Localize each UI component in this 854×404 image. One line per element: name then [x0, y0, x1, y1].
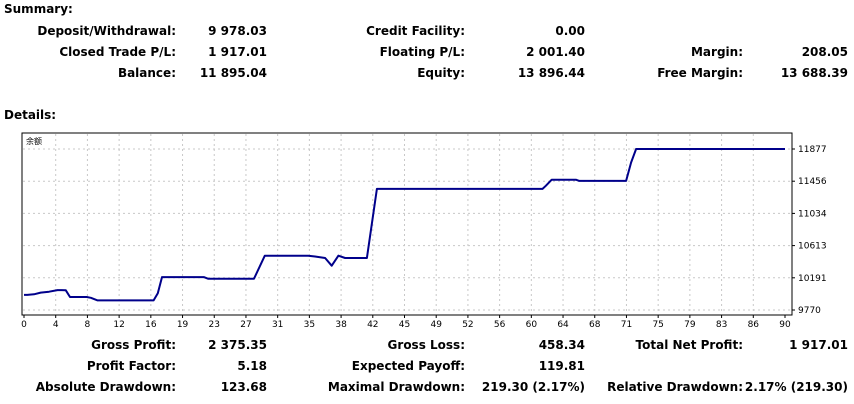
- margin-label: Margin:: [690, 45, 743, 59]
- y-tick-label: 10613: [798, 242, 827, 252]
- x-tick-label: 49: [430, 320, 442, 328]
- x-tick-label: 4: [53, 320, 59, 328]
- x-tick-label: 86: [748, 320, 760, 328]
- balance-series-line: [24, 148, 785, 302]
- x-tick-label: 19: [177, 320, 189, 328]
- x-tick-label: 79: [684, 320, 696, 328]
- x-tick-label: 83: [716, 320, 727, 328]
- profit-factor-value: 5.18: [237, 359, 267, 373]
- x-tick-label: 75: [652, 320, 663, 328]
- balance-chart-svg: 0 4 8 12 16 19 23 27 31 35 38 42 45 49 52 56 60 64 68 71 75 7…: [21, 132, 827, 328]
- x-tick-label: 68: [589, 320, 601, 328]
- x-tick-label: 45: [399, 320, 410, 328]
- x-tick-label: 8: [85, 320, 91, 328]
- x-tick-label: 23: [209, 320, 220, 328]
- x-tick-label: 56: [494, 320, 506, 328]
- details-title: Details:: [4, 108, 57, 122]
- x-tick-label: 60: [526, 320, 538, 328]
- gross-profit-value: 2 375.35: [208, 338, 267, 352]
- absolute-drawdown-label: Absolute Drawdown:: [35, 380, 176, 394]
- credit-facility-label: Credit Facility:: [366, 24, 465, 38]
- free-margin-label: Free Margin:: [657, 66, 743, 80]
- y-tick-label: 11877: [798, 145, 827, 155]
- x-tick-label: 0: [21, 320, 27, 328]
- balance-chart: 0 4 8 12 16 19 23 27 31 35 38 42 45 49 52 56 60 64 68 71 75 7…: [0, 128, 854, 328]
- plot-area: [21, 132, 793, 316]
- y-tick-label: 9770: [798, 306, 821, 316]
- gross-profit-label: Gross Profit:: [91, 338, 176, 352]
- x-tick-label: 16: [145, 320, 157, 328]
- x-tick-label: 35: [304, 320, 315, 328]
- gross-loss-label: Gross Loss:: [387, 338, 465, 352]
- equity-label: Equity:: [417, 66, 465, 80]
- floating-pl-value: 2 001.40: [526, 45, 585, 59]
- gross-loss-value: 458.34: [538, 338, 585, 352]
- floating-pl-label: Floating P/L:: [379, 45, 465, 59]
- expected-payoff-value: 119.81: [538, 359, 585, 373]
- free-margin-value: 13 688.39: [780, 66, 848, 80]
- x-tick-label: 90: [779, 320, 791, 328]
- closed-trade-pl-value: 1 917.01: [208, 45, 267, 59]
- x-tick-label: 42: [367, 320, 378, 328]
- x-tick-label: 64: [557, 320, 569, 328]
- y-tick-label: 11456: [798, 177, 827, 187]
- x-tick-label: 31: [272, 320, 283, 328]
- x-tick-label: 71: [621, 320, 632, 328]
- deposit-withdrawal-value: 9 978.03: [208, 24, 267, 38]
- profit-factor-label: Profit Factor:: [86, 359, 176, 373]
- maximal-drawdown-label: Maximal Drawdown:: [327, 380, 465, 394]
- deposit-withdrawal-label: Deposit/Withdrawal:: [37, 24, 176, 38]
- tick-layer: 0 4 8 12 16 19 23 27 31 35 38 42 45 49 52 56 60 64 68 71 75 7…: [21, 145, 827, 328]
- x-tick-label: 27: [240, 320, 251, 328]
- margin-value: 208.05: [801, 45, 848, 59]
- balance-label: Balance:: [117, 66, 176, 80]
- x-tick-label: 38: [335, 320, 347, 328]
- y-tick-label: 10191: [798, 274, 827, 284]
- y-tick-label: 11034: [798, 209, 827, 219]
- chart-corner-label: 余额: [26, 136, 42, 146]
- equity-value: 13 896.44: [517, 66, 585, 80]
- x-tick-label: 52: [462, 320, 473, 328]
- credit-facility-value: 0.00: [555, 24, 585, 38]
- expected-payoff-label: Expected Payoff:: [351, 359, 465, 373]
- maximal-drawdown-value: 219.30 (2.17%): [481, 380, 585, 394]
- total-net-profit-value: 1 917.01: [789, 338, 848, 352]
- total-net-profit-label: Total Net Profit:: [635, 338, 743, 352]
- x-tick-label: 12: [113, 320, 124, 328]
- balance-value: 11 895.04: [199, 66, 267, 80]
- relative-drawdown-value: 2.17% (219.30): [744, 380, 848, 394]
- relative-drawdown-label: Relative Drawdown:: [607, 380, 743, 394]
- closed-trade-pl-label: Closed Trade P/L:: [59, 45, 176, 59]
- summary-title: Summary:: [4, 2, 73, 16]
- absolute-drawdown-value: 123.68: [220, 380, 267, 394]
